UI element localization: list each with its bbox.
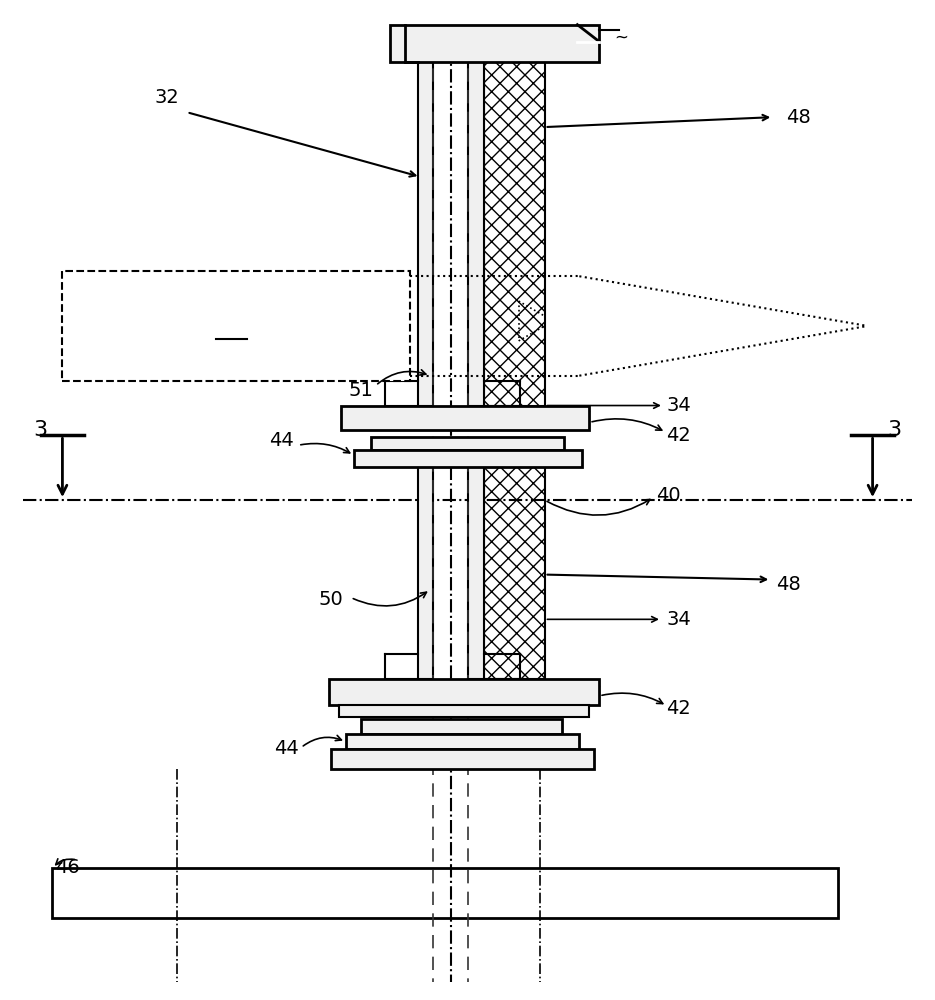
Text: 48: 48	[785, 108, 811, 127]
Text: 50: 50	[319, 590, 343, 609]
Bar	[338, 705, 589, 717]
Bar	[484, 467, 544, 679]
Text: 3: 3	[887, 420, 901, 440]
Text: 44: 44	[268, 431, 294, 450]
Text: 32: 32	[154, 88, 180, 107]
Bar	[340, 406, 589, 430]
Bar	[63, 271, 410, 381]
Text: 48: 48	[776, 575, 800, 594]
Text: 51: 51	[348, 381, 373, 400]
Bar	[468, 467, 484, 679]
Text: 3: 3	[34, 420, 48, 440]
Text: 42: 42	[667, 426, 691, 445]
Bar	[353, 450, 583, 467]
Bar	[391, 25, 599, 62]
Text: 34: 34	[667, 610, 691, 629]
Text: 46: 46	[55, 858, 79, 877]
Bar	[484, 62, 544, 406]
Bar	[418, 62, 433, 406]
Bar	[370, 437, 565, 450]
Text: 42: 42	[667, 699, 691, 718]
Bar	[52, 868, 838, 918]
Text: 44: 44	[274, 739, 298, 758]
Text: 34: 34	[667, 396, 691, 415]
Text: ~: ~	[614, 29, 628, 47]
Bar	[418, 467, 433, 679]
Bar	[468, 62, 484, 406]
Bar	[346, 734, 580, 749]
Bar	[331, 749, 595, 768]
Bar	[361, 719, 563, 734]
Text: 38: 38	[219, 316, 244, 335]
Bar	[329, 679, 599, 705]
Text: 40: 40	[656, 486, 681, 505]
